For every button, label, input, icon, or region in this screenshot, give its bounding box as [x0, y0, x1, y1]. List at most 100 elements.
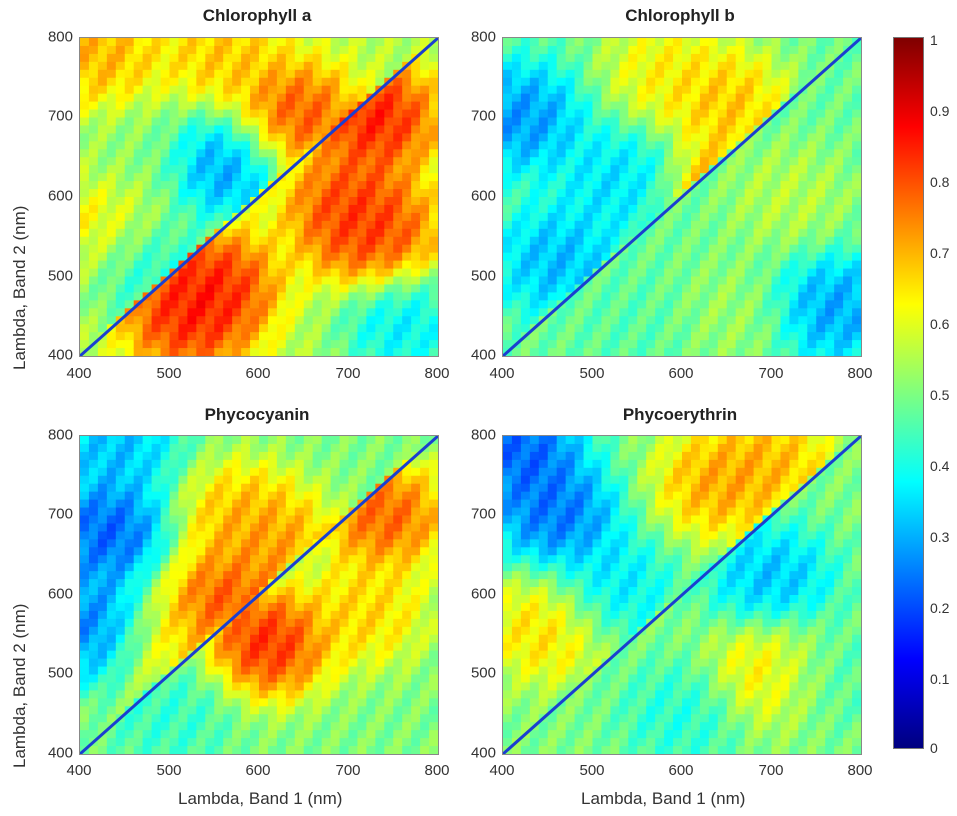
heatmap-cell	[628, 252, 638, 262]
heatmap-cell	[294, 698, 305, 707]
heatmap-cell	[178, 125, 188, 134]
heatmap-cell	[294, 658, 305, 668]
heatmap-cell	[241, 738, 251, 747]
heatmap-cell	[232, 340, 242, 349]
heatmap-cell	[232, 539, 242, 548]
heatmap-cell	[646, 236, 656, 246]
heatmap-cell	[834, 69, 844, 79]
heatmap-cell	[744, 276, 755, 286]
heatmap-cell	[366, 515, 376, 525]
heatmap-cell	[124, 459, 135, 469]
heatmap-cell	[205, 77, 215, 87]
heatmap-cell	[843, 149, 853, 158]
heatmap-cell	[285, 467, 296, 477]
heatmap-cell	[294, 443, 305, 453]
heatmap-cell	[637, 260, 647, 270]
heatmap-cell	[429, 555, 438, 564]
heatmap-cell	[97, 571, 108, 580]
heatmap-cell	[106, 618, 117, 628]
heatmap-cell	[250, 738, 260, 747]
heatmap-cell	[214, 38, 224, 47]
heatmap-cell	[88, 626, 99, 636]
heatmap-cell	[511, 236, 522, 246]
heatmap-cell	[529, 45, 540, 55]
heatmap-cell	[214, 451, 224, 461]
heatmap-cell	[655, 133, 665, 142]
heatmap-cell	[259, 109, 269, 119]
heatmap-cell	[241, 642, 251, 652]
heatmap-cell	[232, 436, 242, 445]
heatmap-cell	[115, 523, 126, 532]
heatmap-cell	[160, 236, 171, 246]
heatmap-cell	[169, 38, 180, 47]
heatmap-cell	[735, 85, 746, 95]
heatmap-cell	[241, 268, 251, 278]
heatmap-cell	[655, 117, 665, 127]
heatmap-cell	[312, 746, 323, 754]
heatmap-cell	[420, 125, 430, 134]
heatmap-cell	[816, 173, 826, 182]
heatmap-cell	[529, 451, 540, 461]
heatmap-cell	[744, 252, 755, 262]
heatmap-cell	[520, 204, 531, 214]
heatmap-cell	[259, 316, 269, 325]
heatmap-cell	[357, 157, 367, 166]
heatmap-cell	[196, 682, 206, 691]
heatmap-cell	[321, 268, 332, 278]
heatmap-cell	[753, 204, 764, 214]
heatmap-cell	[330, 236, 341, 246]
heatmap-cell	[267, 77, 278, 87]
heatmap-cell	[402, 276, 412, 286]
heatmap-cell	[726, 220, 737, 230]
heatmap-cell	[628, 77, 638, 87]
heatmap-cell	[565, 53, 576, 63]
heatmap-cell	[411, 197, 421, 206]
heatmap-cell	[303, 189, 314, 198]
heatmap-cell	[267, 475, 278, 485]
heatmap-cell	[565, 93, 576, 103]
heatmap-cell	[205, 268, 215, 278]
heatmap-cell	[187, 197, 197, 206]
heatmap-cell	[574, 228, 585, 238]
heatmap-cell	[429, 571, 438, 580]
heatmap-cell	[384, 507, 394, 517]
heatmap-cell	[708, 125, 719, 134]
heatmap-cell	[393, 149, 403, 158]
heatmap-cell	[735, 61, 746, 71]
heatmap-cell	[628, 276, 638, 286]
heatmap-cell	[503, 507, 513, 517]
heatmap-cell	[80, 228, 90, 238]
heatmap-cell	[511, 125, 522, 134]
heatmap-cell	[637, 149, 647, 158]
heatmap-cell	[717, 133, 728, 142]
heatmap-cell	[124, 674, 135, 684]
heatmap-cell	[655, 93, 665, 103]
heatmap-cell	[303, 634, 314, 644]
heatmap-cell	[655, 77, 665, 87]
heatmap-cell	[151, 515, 162, 525]
heatmap-cell	[655, 189, 665, 198]
heatmap-cell	[142, 443, 153, 453]
heatmap-cell	[133, 515, 144, 525]
heatmap-cell	[735, 276, 746, 286]
heatmap-cell	[556, 85, 567, 95]
heatmap-cell	[610, 332, 620, 341]
heatmap-cell	[312, 523, 323, 532]
heatmap-cell	[511, 730, 522, 739]
heatmap-cell	[601, 157, 611, 166]
heatmap-cell	[303, 197, 314, 206]
heatmap-cell	[142, 634, 153, 644]
heatmap-cell	[151, 523, 162, 532]
heatmap-cell	[312, 77, 323, 87]
heatmap-cell	[529, 595, 540, 604]
heatmap-cell	[807, 61, 817, 71]
heatmap-cell	[366, 292, 376, 301]
heatmap-cell	[303, 268, 314, 278]
heatmap-cell	[538, 212, 549, 222]
heatmap-cell	[780, 109, 790, 119]
heatmap-cell	[735, 300, 746, 309]
heatmap-cell	[205, 738, 215, 747]
heatmap-cell	[529, 340, 540, 349]
heatmap-svg-4	[503, 436, 861, 754]
heatmap-panel-phycoerythrin	[502, 435, 862, 755]
